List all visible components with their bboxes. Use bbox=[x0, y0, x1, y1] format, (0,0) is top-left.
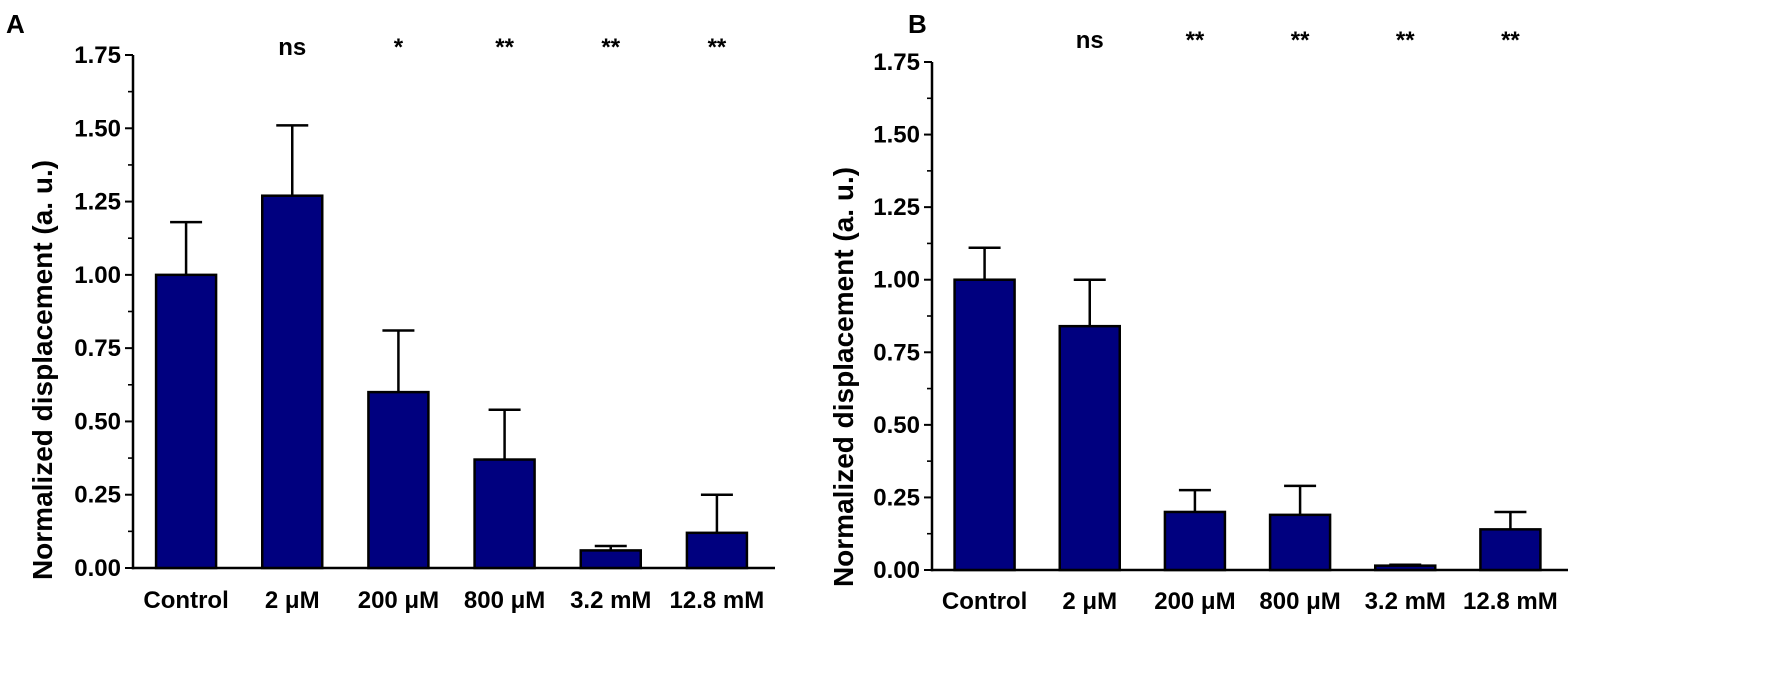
y-tick-label: 0.00 bbox=[74, 555, 121, 582]
significance-label: * bbox=[394, 34, 404, 61]
x-tick-label: 12.8 mM bbox=[670, 587, 765, 614]
bar bbox=[1268, 513, 1332, 572]
x-tick-label: 2 μM bbox=[1062, 588, 1117, 615]
y-tick-label: 1.00 bbox=[873, 267, 920, 294]
panel-a-significance-labels: ns * ** ** ** bbox=[278, 34, 727, 61]
panel-a-error-bars bbox=[170, 124, 733, 551]
x-tick-label: 200 μM bbox=[358, 587, 439, 614]
panel-b-y-ticks: 0.00 0.25 0.50 0.75 1.00 1.25 1.50 1.75 bbox=[873, 49, 932, 584]
significance-label: ** bbox=[1186, 27, 1205, 54]
x-tick-label: 800 μM bbox=[1259, 588, 1340, 615]
bar bbox=[154, 273, 218, 570]
y-tick-label: 1.00 bbox=[74, 262, 121, 289]
x-tick-label: 2 μM bbox=[265, 587, 320, 614]
y-tick-label: 1.75 bbox=[74, 42, 121, 69]
bar bbox=[579, 549, 642, 570]
bar bbox=[367, 390, 430, 570]
y-tick-label: 0.75 bbox=[873, 339, 920, 366]
bar bbox=[261, 194, 324, 570]
significance-label: ** bbox=[1291, 27, 1310, 54]
significance-label: ns bbox=[1076, 27, 1104, 54]
panel-b-axes bbox=[930, 62, 1568, 572]
x-tick-label: 12.8 mM bbox=[1463, 588, 1558, 615]
y-tick-label: 0.75 bbox=[74, 335, 121, 362]
y-tick-label: 0.50 bbox=[74, 408, 121, 435]
significance-label: ** bbox=[601, 34, 620, 61]
bar bbox=[1374, 564, 1437, 572]
panel-a-y-ticks: 0.00 0.25 0.50 0.75 1.00 1.25 1.50 1.75 bbox=[74, 42, 133, 582]
bar bbox=[473, 458, 536, 570]
x-tick-label: 800 μM bbox=[464, 587, 545, 614]
bar bbox=[1479, 528, 1542, 572]
panel-b-x-tick-labels: Control 2 μM 200 μM 800 μM 3.2 mM 12.8 mM bbox=[942, 588, 1558, 615]
panel-label-a: A bbox=[6, 9, 25, 39]
x-tick-label: 3.2 mM bbox=[1365, 588, 1446, 615]
significance-label: ** bbox=[708, 34, 727, 61]
panel-a-x-tick-labels: Control 2 μM 200 μM 800 μM 3.2 mM 12.8 mM bbox=[143, 587, 764, 614]
panel-b-error-bars bbox=[968, 246, 1527, 567]
significance-label: ns bbox=[278, 34, 306, 61]
panel-a-y-axis-label: Normalized displacement (a. u.) bbox=[27, 160, 58, 580]
panel-b-significance-labels: ns ** ** ** ** bbox=[1076, 27, 1521, 54]
y-tick-label: 0.00 bbox=[873, 557, 920, 584]
bar bbox=[953, 278, 1016, 572]
panel-a-chart: A Normalized displacement (a. u.) 0.000.… bbox=[6, 9, 775, 614]
y-tick-label: 1.25 bbox=[74, 189, 121, 216]
y-tick-label: 0.25 bbox=[74, 482, 121, 509]
panel-b-y-axis-label: Normalized displacement (a. u.) bbox=[828, 167, 859, 587]
y-tick-label: 0.50 bbox=[873, 412, 920, 439]
y-tick-label: 1.50 bbox=[873, 122, 920, 149]
panel-a-bars bbox=[154, 194, 749, 570]
y-tick-label: 1.50 bbox=[74, 115, 121, 142]
y-tick-label: 1.25 bbox=[873, 194, 920, 221]
x-tick-label: Control bbox=[143, 587, 228, 614]
x-tick-label: 3.2 mM bbox=[570, 587, 651, 614]
panel-a-axes bbox=[131, 55, 775, 570]
y-tick-label: 0.25 bbox=[873, 484, 920, 511]
panel-b-chart: B Normalized displacement (a. u.) 0.000.… bbox=[828, 9, 1568, 615]
bar bbox=[1058, 324, 1121, 572]
bar bbox=[685, 531, 749, 570]
significance-label: ** bbox=[1396, 27, 1415, 54]
bar bbox=[1163, 510, 1227, 572]
significance-label: ** bbox=[495, 34, 514, 61]
panel-b-bars bbox=[953, 278, 1542, 572]
x-tick-label: Control bbox=[942, 588, 1027, 615]
x-tick-label: 200 μM bbox=[1154, 588, 1235, 615]
panel-label-b: B bbox=[908, 9, 927, 39]
significance-label: ** bbox=[1501, 27, 1520, 54]
y-tick-label: 1.75 bbox=[873, 49, 920, 76]
